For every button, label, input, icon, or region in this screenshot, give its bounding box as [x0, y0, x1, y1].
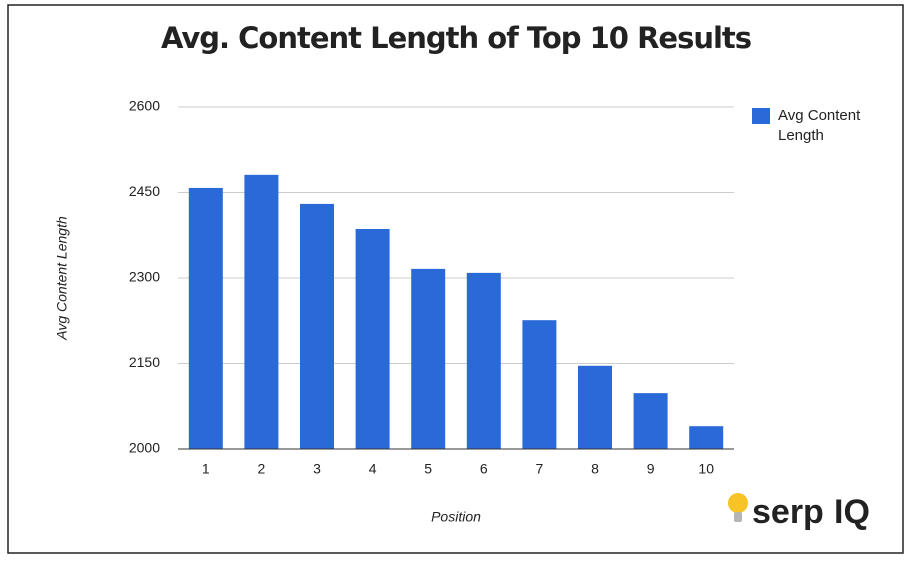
x-axis-label: Position: [431, 509, 481, 525]
x-tick-label: 2: [258, 461, 266, 477]
frame: [7, 4, 904, 554]
x-tick-label: 10: [698, 461, 714, 477]
bar: [244, 174, 279, 449]
x-tick-label: 1: [202, 461, 210, 477]
y-axis-label: Avg Content Length: [54, 216, 70, 341]
logo-bulb-base: [734, 512, 742, 522]
bar: [689, 426, 724, 449]
y-tick-label: 2450: [129, 183, 160, 199]
x-tick-label: 6: [480, 461, 488, 477]
logo-text: serp: [752, 493, 824, 531]
bar: [411, 268, 446, 449]
y-tick-label: 2150: [129, 354, 160, 370]
x-tick-label: 7: [536, 461, 544, 477]
x-tick-label: 9: [647, 461, 655, 477]
logo: serp IQ: [728, 493, 870, 531]
y-tick-label: 2300: [129, 269, 160, 285]
logo-text: IQ: [834, 493, 870, 531]
bar: [578, 365, 612, 449]
y-tick-label: 2000: [129, 440, 160, 456]
legend-label: Avg Content Length: [778, 107, 861, 144]
bar: [355, 228, 390, 449]
bar: [300, 203, 334, 449]
x-tick-label: 8: [591, 461, 599, 477]
x-tick-label: 3: [313, 461, 321, 477]
chart-title: Avg. Content Length of Top 10 Results: [161, 21, 751, 55]
bar: [633, 393, 668, 449]
legend-swatch: [752, 108, 770, 124]
x-tick-label: 4: [369, 461, 377, 477]
logo-bulb: [728, 493, 748, 513]
y-tick-label: 2600: [129, 98, 160, 114]
x-tick-label: 5: [424, 461, 432, 477]
bar: [522, 320, 557, 449]
bar: [466, 272, 501, 449]
bar: [188, 187, 223, 449]
